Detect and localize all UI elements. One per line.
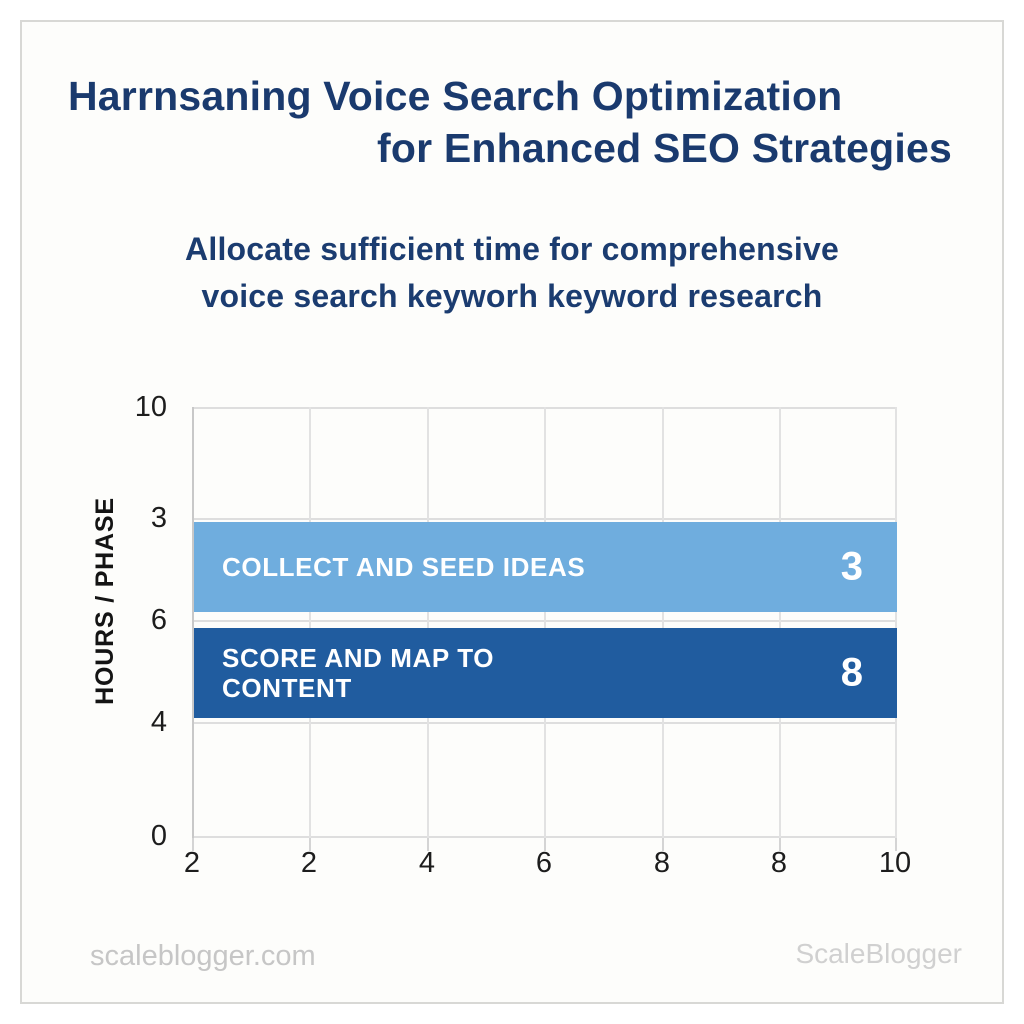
y-tick-label: 3 xyxy=(150,502,167,534)
y-axis-line xyxy=(192,407,194,838)
gridline-vertical xyxy=(662,407,664,838)
x-tick-label: 10 xyxy=(878,847,912,879)
y-tick-label: 10 xyxy=(134,391,167,423)
page-title: Harrnsaning Voice Search Optimization fo… xyxy=(22,70,1002,174)
bar-value-label: 3 xyxy=(840,544,863,589)
page-subtitle-line2: voice search keyworh keyword research xyxy=(201,278,823,314)
y-tick-label: 4 xyxy=(150,706,167,738)
x-tick-label: 6 xyxy=(535,847,553,879)
bar-category-label: SCORE AND MAP TO CONTENT xyxy=(222,643,495,703)
gridline-vertical xyxy=(895,407,897,838)
gridline-vertical xyxy=(309,407,311,838)
x-axis-tick xyxy=(544,838,546,851)
gridline-vertical xyxy=(427,407,429,838)
x-axis-tick xyxy=(309,838,311,851)
x-tick-label: 8 xyxy=(653,847,671,879)
footer-site-url: scaleblogger.com xyxy=(90,940,316,972)
y-tick-label: 6 xyxy=(150,604,167,636)
x-tick-label: 2 xyxy=(300,847,318,879)
x-axis-tick xyxy=(427,838,429,851)
y-tick-label: 0 xyxy=(150,820,167,852)
page-title-line2: for Enhanced SEO Strategies xyxy=(377,125,952,171)
infographic-frame: Harrnsaning Voice Search Optimization fo… xyxy=(20,20,1004,1004)
x-axis-tick xyxy=(192,838,194,851)
y-axis-title: HOURS / PHASE xyxy=(91,497,119,705)
gridline-vertical xyxy=(544,407,546,838)
bar-category-label: COLLECT AND SEED IDEAS xyxy=(222,552,586,582)
x-axis-tick xyxy=(895,838,897,851)
page-subtitle-line1: Allocate sufficient time for comprehensi… xyxy=(185,231,839,267)
x-axis-tick xyxy=(662,838,664,851)
bar-collect-and-seed-ideas: COLLECT AND SEED IDEAS 3 xyxy=(194,522,897,612)
page-subtitle: Allocate sufficient time for comprehensi… xyxy=(22,226,1002,320)
x-tick-label: 2 xyxy=(183,847,201,879)
footer-brand-name: ScaleBlogger xyxy=(795,938,962,969)
x-axis-tick xyxy=(779,838,781,851)
x-tick-label: 4 xyxy=(418,847,436,879)
bar-value-label: 8 xyxy=(840,650,863,695)
page-title-line1: Harrnsaning Voice Search Optimization xyxy=(68,73,843,119)
x-tick-label: 8 xyxy=(770,847,788,879)
gridline-vertical xyxy=(779,407,781,838)
bar-score-and-map-to-content: SCORE AND MAP TO CONTENT 8 xyxy=(194,628,897,718)
bar-chart-plot-area: COLLECT AND SEED IDEAS 3 SCORE AND MAP T… xyxy=(91,391,911,879)
